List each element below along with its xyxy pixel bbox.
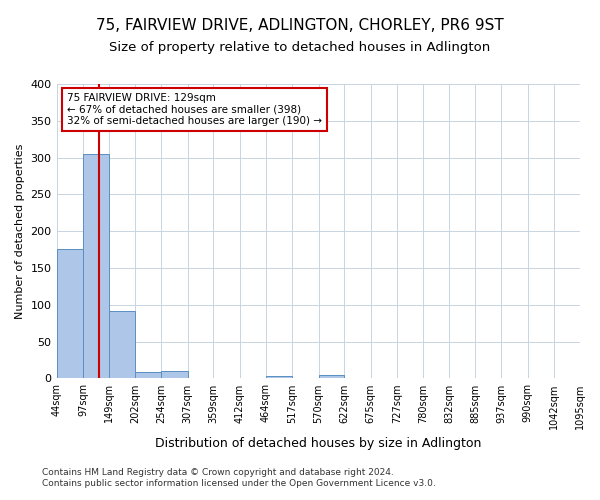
Text: Contains HM Land Registry data © Crown copyright and database right 2024.
Contai: Contains HM Land Registry data © Crown c… — [42, 468, 436, 487]
Bar — [135, 372, 161, 378]
Text: 75 FAIRVIEW DRIVE: 129sqm
← 67% of detached houses are smaller (398)
32% of semi: 75 FAIRVIEW DRIVE: 129sqm ← 67% of detac… — [67, 93, 322, 126]
Bar — [161, 371, 188, 378]
Bar — [266, 376, 292, 378]
Text: Size of property relative to detached houses in Adlington: Size of property relative to detached ho… — [109, 41, 491, 54]
Bar — [56, 249, 83, 378]
Bar — [319, 376, 344, 378]
Y-axis label: Number of detached properties: Number of detached properties — [15, 144, 25, 319]
Bar — [83, 154, 109, 378]
X-axis label: Distribution of detached houses by size in Adlington: Distribution of detached houses by size … — [155, 437, 481, 450]
Bar — [109, 312, 135, 378]
Text: 75, FAIRVIEW DRIVE, ADLINGTON, CHORLEY, PR6 9ST: 75, FAIRVIEW DRIVE, ADLINGTON, CHORLEY, … — [96, 18, 504, 32]
